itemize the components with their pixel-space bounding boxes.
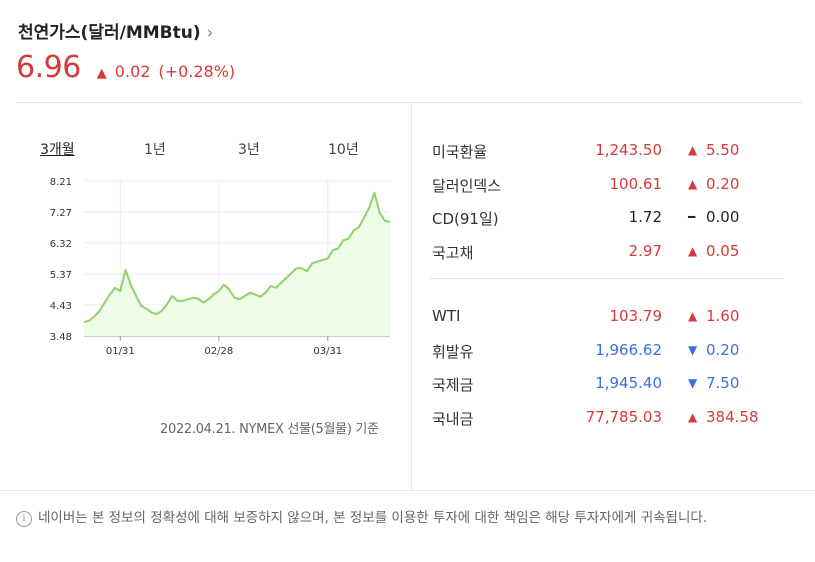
tab-1-year[interactable]: 1년 bbox=[144, 142, 166, 158]
x-tick-label: 03/31 bbox=[313, 346, 342, 357]
rate-change: 7.50 bbox=[706, 374, 740, 392]
up-triangle-icon: ▲ bbox=[96, 66, 107, 81]
rate-change: 0.05 bbox=[706, 241, 740, 260]
rate-value: 2.97 bbox=[628, 241, 662, 260]
period-tabs: 3개월 1년 3년 10년 bbox=[40, 139, 380, 161]
disclaimer: i 네이버는 본 정보의 정확성에 대해 보증하지 않으며, 본 정보를 이용한 … bbox=[16, 508, 806, 528]
up-triangle-icon: ▲ bbox=[688, 176, 698, 191]
rates-group-commodities: WTI 103.79 ▲ 1.60 휘발유 1,966.62 ▼ 0.20 국제금 1,945.4… bbox=[432, 307, 792, 441]
rate-change: 384.58 bbox=[706, 407, 759, 426]
tab-3-years[interactable]: 3년 bbox=[238, 142, 260, 158]
rate-name: 휘발유 bbox=[432, 342, 474, 361]
rate-row[interactable]: 달러인덱스 100.61 ▲ 0.20 bbox=[432, 175, 792, 209]
header-divider bbox=[16, 102, 802, 103]
y-tick-label: 5.37 bbox=[50, 270, 72, 281]
price-change-percent: (+0.28%) bbox=[158, 62, 236, 81]
price-summary: 6.96 ▲ 0.02 (+0.28%) bbox=[16, 50, 235, 85]
rate-name: CD(91일) bbox=[432, 210, 499, 228]
source-note: 2022.04.21. NYMEX 선물(5월물) 기준 bbox=[160, 422, 379, 437]
rate-value: 1.72 bbox=[628, 208, 662, 226]
up-triangle-icon: ▲ bbox=[688, 243, 698, 258]
current-price: 6.96 bbox=[16, 50, 81, 85]
price-change: 0.02 bbox=[114, 62, 151, 81]
rate-row[interactable]: 국제금 1,945.40 ▼ 7.50 bbox=[432, 374, 792, 408]
y-tick-label: 6.32 bbox=[50, 239, 72, 250]
commodity-title[interactable]: 천연가스(달러/MMBtu) › bbox=[18, 18, 213, 43]
disclaimer-text: 네이버는 본 정보의 정확성에 대해 보증하지 않으며, 본 정보를 이용한 투… bbox=[38, 510, 708, 526]
rates-divider bbox=[430, 278, 784, 279]
rate-row[interactable]: 국내금 77,785.03 ▲ 384.58 bbox=[432, 408, 792, 442]
commodity-name: 천연가스(달러/MMBtu) bbox=[18, 23, 201, 43]
rate-row[interactable]: 휘발유 1,966.62 ▼ 0.20 bbox=[432, 341, 792, 375]
footer-divider bbox=[0, 490, 815, 491]
up-triangle-icon: ▲ bbox=[688, 409, 698, 424]
rates-group-fx: 미국환율 1,243.50 ▲ 5.50 달러인덱스 100.61 ▲ 0.20 CD(91일)… bbox=[432, 141, 792, 275]
up-triangle-icon: ▲ bbox=[688, 143, 698, 157]
rate-name: 국제금 bbox=[432, 376, 474, 394]
series-line bbox=[83, 191, 391, 324]
rate-change: 1.60 bbox=[706, 307, 740, 325]
rate-row[interactable]: 국고채 2.97 ▲ 0.05 bbox=[432, 242, 792, 276]
rate-value: 100.61 bbox=[609, 174, 663, 193]
y-tick-label: 4.43 bbox=[50, 301, 72, 312]
rate-value: 1,243.50 bbox=[595, 141, 662, 159]
chevron-right-icon: › bbox=[206, 23, 214, 43]
rate-value: 1,966.62 bbox=[595, 340, 662, 359]
rate-name: 미국환율 bbox=[432, 143, 488, 161]
rate-row[interactable]: CD(91일) 1.72 ━ 0.00 bbox=[432, 208, 792, 242]
rate-change: 0.00 bbox=[706, 208, 740, 226]
rate-value: 77,785.03 bbox=[585, 407, 662, 426]
rate-change: 0.20 bbox=[706, 340, 740, 359]
rate-name: WTI bbox=[432, 307, 461, 325]
tab-10-years[interactable]: 10년 bbox=[328, 142, 359, 158]
rate-row[interactable]: 미국환율 1,243.50 ▲ 5.50 bbox=[432, 141, 792, 175]
column-divider bbox=[411, 104, 412, 490]
rate-change: 5.50 bbox=[706, 141, 740, 159]
y-tick-label: 7.27 bbox=[50, 208, 72, 219]
dash-icon: ━ bbox=[688, 210, 696, 224]
down-triangle-icon: ▼ bbox=[688, 342, 698, 357]
price-chart: 8.21 7.27 6.32 5.37 4.43 3.48 01/31 02/28 03/31 bbox=[50, 177, 391, 357]
info-icon: i bbox=[16, 511, 32, 527]
rate-name: 국내금 bbox=[432, 409, 474, 428]
down-triangle-icon: ▼ bbox=[688, 376, 698, 390]
series-area bbox=[84, 192, 390, 336]
rate-name: 달러인덱스 bbox=[432, 176, 502, 195]
y-tick-label: 3.48 bbox=[50, 332, 72, 343]
rate-value: 1,945.40 bbox=[595, 374, 662, 392]
x-tick-label: 02/28 bbox=[204, 346, 233, 357]
rate-row[interactable]: WTI 103.79 ▲ 1.60 bbox=[432, 307, 792, 341]
rate-value: 103.79 bbox=[609, 307, 663, 325]
tab-3-months[interactable]: 3개월 bbox=[40, 142, 75, 158]
rate-name: 국고채 bbox=[432, 243, 474, 262]
y-tick-label: 8.21 bbox=[50, 177, 72, 188]
x-tick-label: 01/31 bbox=[106, 346, 135, 357]
rate-change: 0.20 bbox=[706, 174, 740, 193]
up-triangle-icon: ▲ bbox=[688, 309, 698, 323]
